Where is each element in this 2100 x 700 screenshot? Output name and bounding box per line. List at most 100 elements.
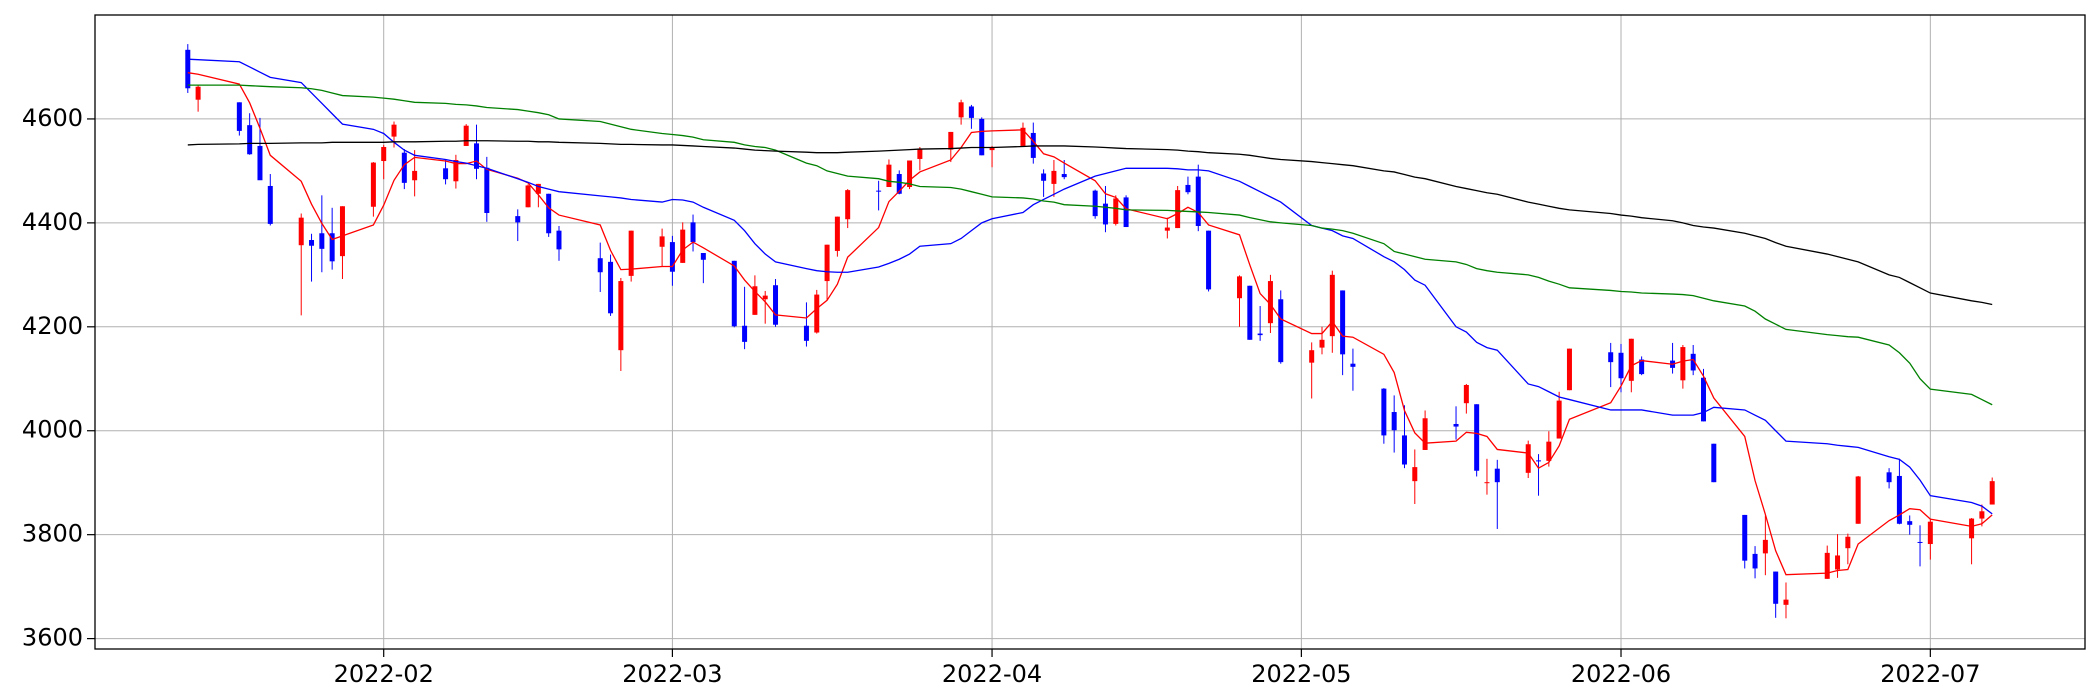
candle-body [370, 162, 376, 207]
y-tick-label: 4600 [22, 104, 83, 132]
line-series [187, 58, 1993, 515]
line-series [187, 84, 1993, 406]
candle-body [1102, 203, 1108, 225]
candle-body [1329, 274, 1335, 337]
candle-body [546, 193, 552, 234]
candle-body [1474, 404, 1480, 471]
candle-body [1927, 521, 1933, 545]
candle-body [690, 222, 696, 243]
candle-body [608, 261, 614, 314]
candle-body [1237, 276, 1243, 299]
candle-body [1020, 127, 1026, 146]
candle-body [525, 185, 531, 208]
candle-body [968, 106, 974, 118]
candle-body [628, 230, 634, 276]
candle-body [1566, 348, 1572, 391]
candle-body [257, 145, 263, 181]
candle-body [339, 206, 345, 257]
candle-body [680, 229, 686, 263]
candle-body [876, 190, 882, 192]
y-tick-label: 4200 [22, 312, 83, 340]
candle-body [319, 233, 325, 249]
candle-body [907, 160, 913, 188]
candle-body [1886, 472, 1892, 483]
candle-body [1835, 555, 1841, 570]
candle-body [309, 240, 315, 246]
candle-body [669, 242, 675, 272]
candle-body [515, 216, 521, 223]
candle-body [1164, 227, 1170, 231]
candle-body [824, 244, 830, 282]
x-tick-label: 2022-04 [942, 660, 1042, 688]
candle-body [185, 49, 191, 89]
candle-body [659, 236, 665, 247]
grid-layer [95, 15, 2085, 649]
candle-body [401, 152, 407, 183]
plot-frame [94, 14, 2086, 650]
candle-body [803, 325, 809, 341]
candle-body [1484, 482, 1490, 484]
candle-body [1700, 377, 1706, 422]
candle-body [1123, 197, 1129, 228]
candle-body [1381, 388, 1387, 436]
candle-body [1391, 412, 1397, 431]
candle-body [1824, 552, 1830, 579]
candle-body [1917, 541, 1923, 543]
candle-body [1453, 423, 1459, 427]
candle-body [1350, 363, 1356, 367]
y-tick-label: 3600 [22, 624, 83, 652]
marks-layer [185, 44, 1995, 619]
candle-body [1639, 359, 1645, 375]
y-tick-label: 3800 [22, 520, 83, 548]
candle-body [1267, 281, 1273, 324]
candle-body [1206, 230, 1212, 290]
candle-body [484, 167, 490, 213]
candle-body [1247, 285, 1253, 340]
candle-body [886, 164, 892, 188]
candle-body [1257, 333, 1263, 336]
candle-body [391, 124, 397, 137]
candle-body [535, 183, 541, 194]
candle-body [412, 170, 418, 181]
y-tick-label: 4400 [22, 208, 83, 236]
candle-body [1989, 481, 1995, 505]
candle-body [896, 174, 902, 194]
candle-body [1092, 190, 1098, 217]
candle-body [1525, 444, 1531, 473]
candle-body [247, 125, 253, 155]
candle-body [453, 159, 459, 182]
candle-body [1855, 476, 1861, 524]
candle-body [381, 146, 387, 162]
candle-body [1979, 511, 1985, 519]
candle-body [917, 148, 923, 159]
candle-body [1752, 553, 1758, 569]
x-tick-label: 2022-05 [1251, 660, 1351, 688]
candle-body [1742, 514, 1748, 561]
candle-body [1896, 475, 1902, 524]
candle-body [1185, 184, 1191, 193]
candle-body [989, 146, 995, 151]
candle-body [1680, 347, 1686, 381]
candle-body [731, 260, 737, 327]
line-series [187, 140, 1993, 306]
candle-body [236, 102, 242, 131]
candle-body [773, 285, 779, 325]
candle-body [597, 258, 603, 273]
candle-body [1113, 198, 1119, 224]
candle-body [1773, 571, 1779, 604]
candle-body [814, 294, 820, 333]
x-tick-label: 2022-07 [1880, 660, 1980, 688]
candle-body [329, 233, 335, 262]
x-tick-label: 2022-03 [622, 660, 722, 688]
candle-body [752, 286, 758, 315]
line-series [187, 72, 1993, 576]
x-tick-label: 2022-02 [334, 660, 434, 688]
candle-body [979, 118, 985, 156]
candle-body [1041, 173, 1047, 181]
candle-body [1969, 518, 1975, 539]
candle-body [618, 281, 624, 351]
candle-body [1061, 174, 1067, 178]
candle-body [1278, 299, 1284, 363]
